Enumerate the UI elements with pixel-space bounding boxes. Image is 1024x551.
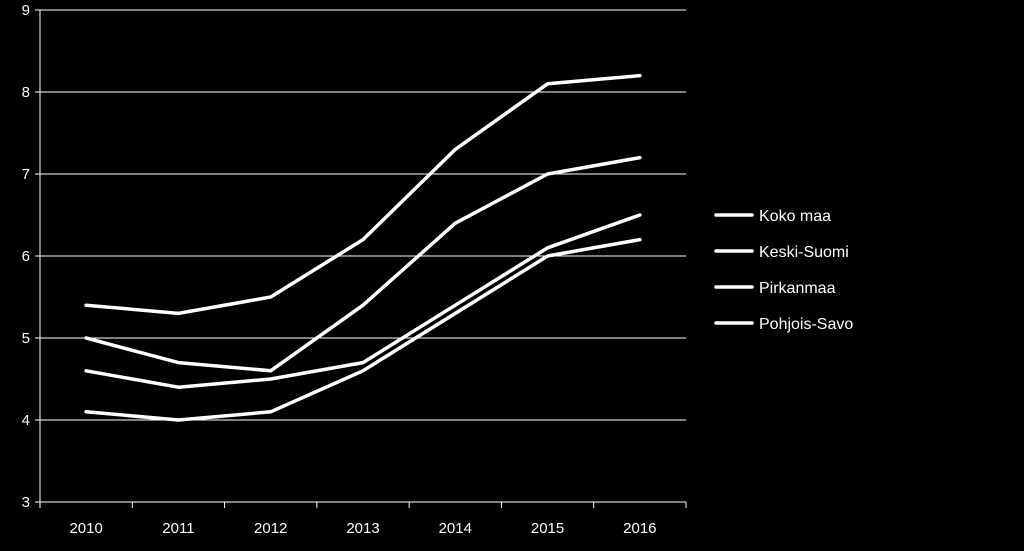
series-line-pohjois-savo <box>84 237 642 422</box>
legend-label-pirkanmaa: Pirkanmaa <box>759 280 836 297</box>
legend-label-pohjois-savo: Pohjois-Savo <box>759 316 853 333</box>
y-tick-label: 4 <box>22 412 30 429</box>
axes: 3 4 5 6 7 8 9 2010 2011 2012 2013 2014 2015 2016 <box>22 2 687 537</box>
y-tick-label: 6 <box>22 248 30 265</box>
gridlines <box>40 9 686 503</box>
y-tick-label: 7 <box>22 166 30 183</box>
x-tick-label-2015: 2015 <box>531 520 564 537</box>
series-line-keski-suomi <box>84 155 642 373</box>
x-tick-label-2012: 2012 <box>254 520 287 537</box>
legend-label-keski-suomi: Keski-Suomi <box>759 244 849 261</box>
y-tick-label: 5 <box>22 330 30 347</box>
x-tick-label-2014: 2014 <box>439 520 472 537</box>
legend: Koko maa Keski-Suomi Pirkanmaa Pohjois-Savo <box>714 208 853 333</box>
legend-label-koko-maa: Koko maa <box>759 208 831 225</box>
x-tick-label-2016: 2016 <box>623 520 656 537</box>
y-tick-label: 8 <box>22 84 30 101</box>
y-tick-label: 3 <box>22 494 30 511</box>
series-lines <box>84 73 642 422</box>
series-line-pirkanmaa <box>84 213 642 389</box>
series-line-koko-maa <box>84 73 642 316</box>
x-tick-label-2011: 2011 <box>162 520 194 537</box>
y-tick-label: 9 <box>22 2 30 19</box>
x-tick-label-2013: 2013 <box>346 520 379 537</box>
x-tick-label-2010: 2010 <box>69 520 102 537</box>
